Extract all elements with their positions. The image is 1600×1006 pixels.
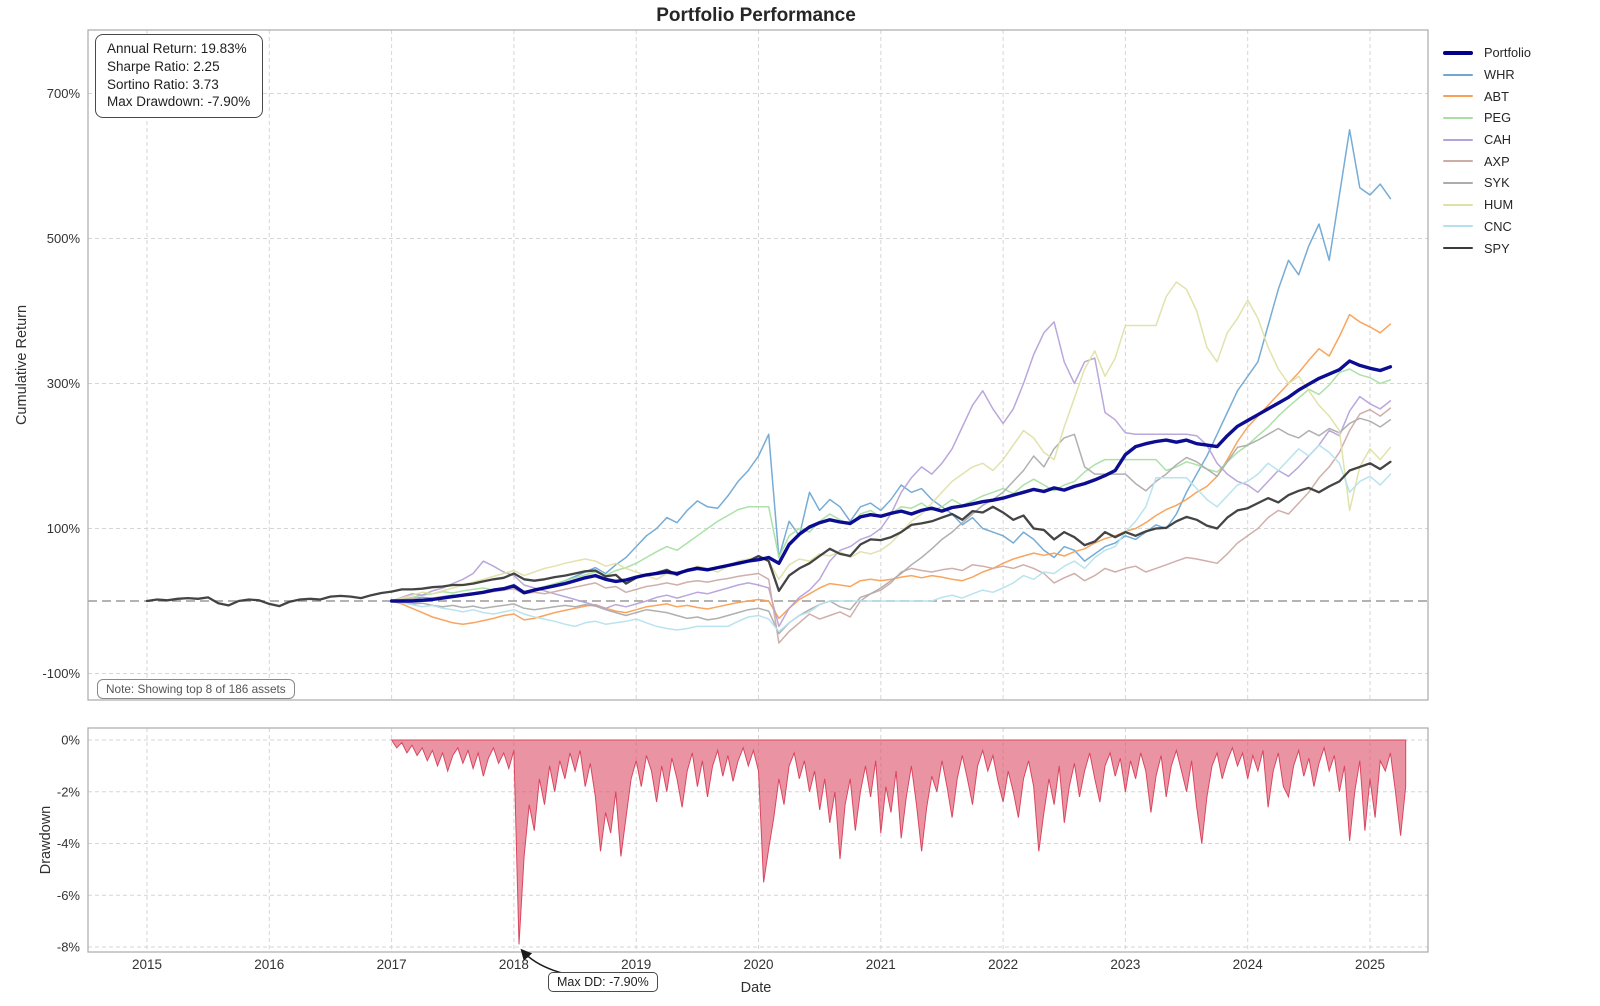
y-tick-label-main: 700% xyxy=(47,86,81,101)
legend-label: PEG xyxy=(1484,110,1512,126)
y-axis-label-cumulative-return: Cumulative Return xyxy=(14,304,30,426)
x-tick-label-year: 2017 xyxy=(377,957,407,972)
legend-swatch-syk xyxy=(1443,181,1473,184)
legend-swatch-peg xyxy=(1443,116,1473,119)
legend-item-abt: ABT xyxy=(1443,85,1531,107)
stat-max-drawdown: Max Drawdown: -7.90% xyxy=(107,94,251,110)
series-line-spy xyxy=(145,460,1392,608)
series-line-abt xyxy=(390,313,1392,625)
x-tick-label-year: 2025 xyxy=(1355,957,1385,972)
y-tick-label-dd: -2% xyxy=(57,784,81,799)
x-axis-label-date: Date xyxy=(740,980,772,996)
series-line-peg xyxy=(390,368,1392,602)
x-tick-label-year: 2020 xyxy=(743,957,773,972)
x-tick-label-year: 2024 xyxy=(1233,957,1264,972)
legend-label: HUM xyxy=(1484,197,1514,213)
series-line-portfolio xyxy=(389,359,1393,603)
x-tick-label-year: 2023 xyxy=(1110,957,1140,972)
y-tick-label-main: -100% xyxy=(42,666,80,681)
legend-item-whr: WHR xyxy=(1443,64,1531,86)
legend-label: SPY xyxy=(1484,240,1510,256)
y-tick-label-main: 100% xyxy=(47,521,81,536)
y-tick-label-main: 300% xyxy=(47,376,81,391)
legend-label: WHR xyxy=(1484,67,1515,83)
stat-sortino-ratio: Sortino Ratio: 3.73 xyxy=(107,76,219,92)
y-tick-label-main: 500% xyxy=(47,231,81,246)
legend-swatch-cnc xyxy=(1443,225,1473,228)
series-line-axp xyxy=(390,407,1392,644)
stat-sharpe-ratio: Sharpe Ratio: 2.25 xyxy=(107,58,220,74)
main-plot-frame xyxy=(87,29,1429,701)
drawdown-plot-frame xyxy=(87,727,1429,953)
y-tick-label-dd: -4% xyxy=(57,836,81,851)
chart-title: Portfolio Performance xyxy=(656,5,856,26)
stats-box: Annual Return: 19.83% Sharpe Ratio: 2.25… xyxy=(95,34,264,119)
legend-item-cah: CAH xyxy=(1443,129,1531,151)
x-tick-label-year: 2022 xyxy=(988,957,1018,972)
legend-swatch-hum xyxy=(1443,203,1473,206)
legend-label: AXP xyxy=(1484,153,1510,169)
series-line-whr xyxy=(390,129,1392,602)
legend-label: CAH xyxy=(1484,132,1512,148)
drawdown-area xyxy=(390,739,1407,945)
x-tick-label-year: 2021 xyxy=(866,957,896,972)
y-tick-label-dd: -6% xyxy=(57,888,81,903)
y-tick-label-dd: 0% xyxy=(61,733,80,748)
legend-label: Portfolio xyxy=(1484,45,1531,61)
legend-swatch-abt xyxy=(1443,95,1473,98)
x-tick-label-year: 2015 xyxy=(132,957,162,972)
return-series-group xyxy=(145,129,1393,644)
drawdown-series xyxy=(390,739,1407,945)
legend-label: CNC xyxy=(1484,218,1512,234)
legend-item-syk: SYK xyxy=(1443,172,1531,194)
legend-swatch-axp xyxy=(1443,160,1473,163)
legend-item-peg: PEG xyxy=(1443,107,1531,129)
legend-swatch-whr xyxy=(1443,73,1473,76)
x-tick-label-year: 2016 xyxy=(254,957,284,972)
y-axis-label-drawdown: Drawdown xyxy=(38,805,54,875)
x-tick-label-year: 2018 xyxy=(499,957,529,972)
legend-swatch-cah xyxy=(1443,138,1473,141)
legend-item-portfolio: Portfolio xyxy=(1443,42,1531,64)
legend-swatch-portfolio xyxy=(1443,50,1473,56)
x-tick-label-year: 2019 xyxy=(621,957,651,972)
stat-annual-return: Annual Return: 19.83% xyxy=(107,41,247,56)
note-box: Note: Showing top 8 of 186 assets xyxy=(97,679,295,699)
series-line-cnc xyxy=(390,444,1392,633)
legend-item-hum: HUM xyxy=(1443,194,1531,216)
legend-swatch-spy xyxy=(1443,246,1473,250)
legend: Portfolio WHR ABT PEG CAH AXP SYK HUM CNC SPY xyxy=(1443,42,1531,259)
max-dd-annotation: Max DD: -7.90% xyxy=(548,972,658,992)
series-line-hum xyxy=(390,281,1392,602)
legend-label: ABT xyxy=(1484,88,1509,104)
series-line-syk xyxy=(390,417,1392,635)
legend-item-cnc: CNC xyxy=(1443,216,1531,238)
legend-item-axp: AXP xyxy=(1443,150,1531,172)
legend-label: SYK xyxy=(1484,175,1510,191)
y-tick-label-dd: -8% xyxy=(57,940,81,955)
legend-item-spy: SPY xyxy=(1443,237,1531,259)
gridlines xyxy=(88,30,1428,952)
